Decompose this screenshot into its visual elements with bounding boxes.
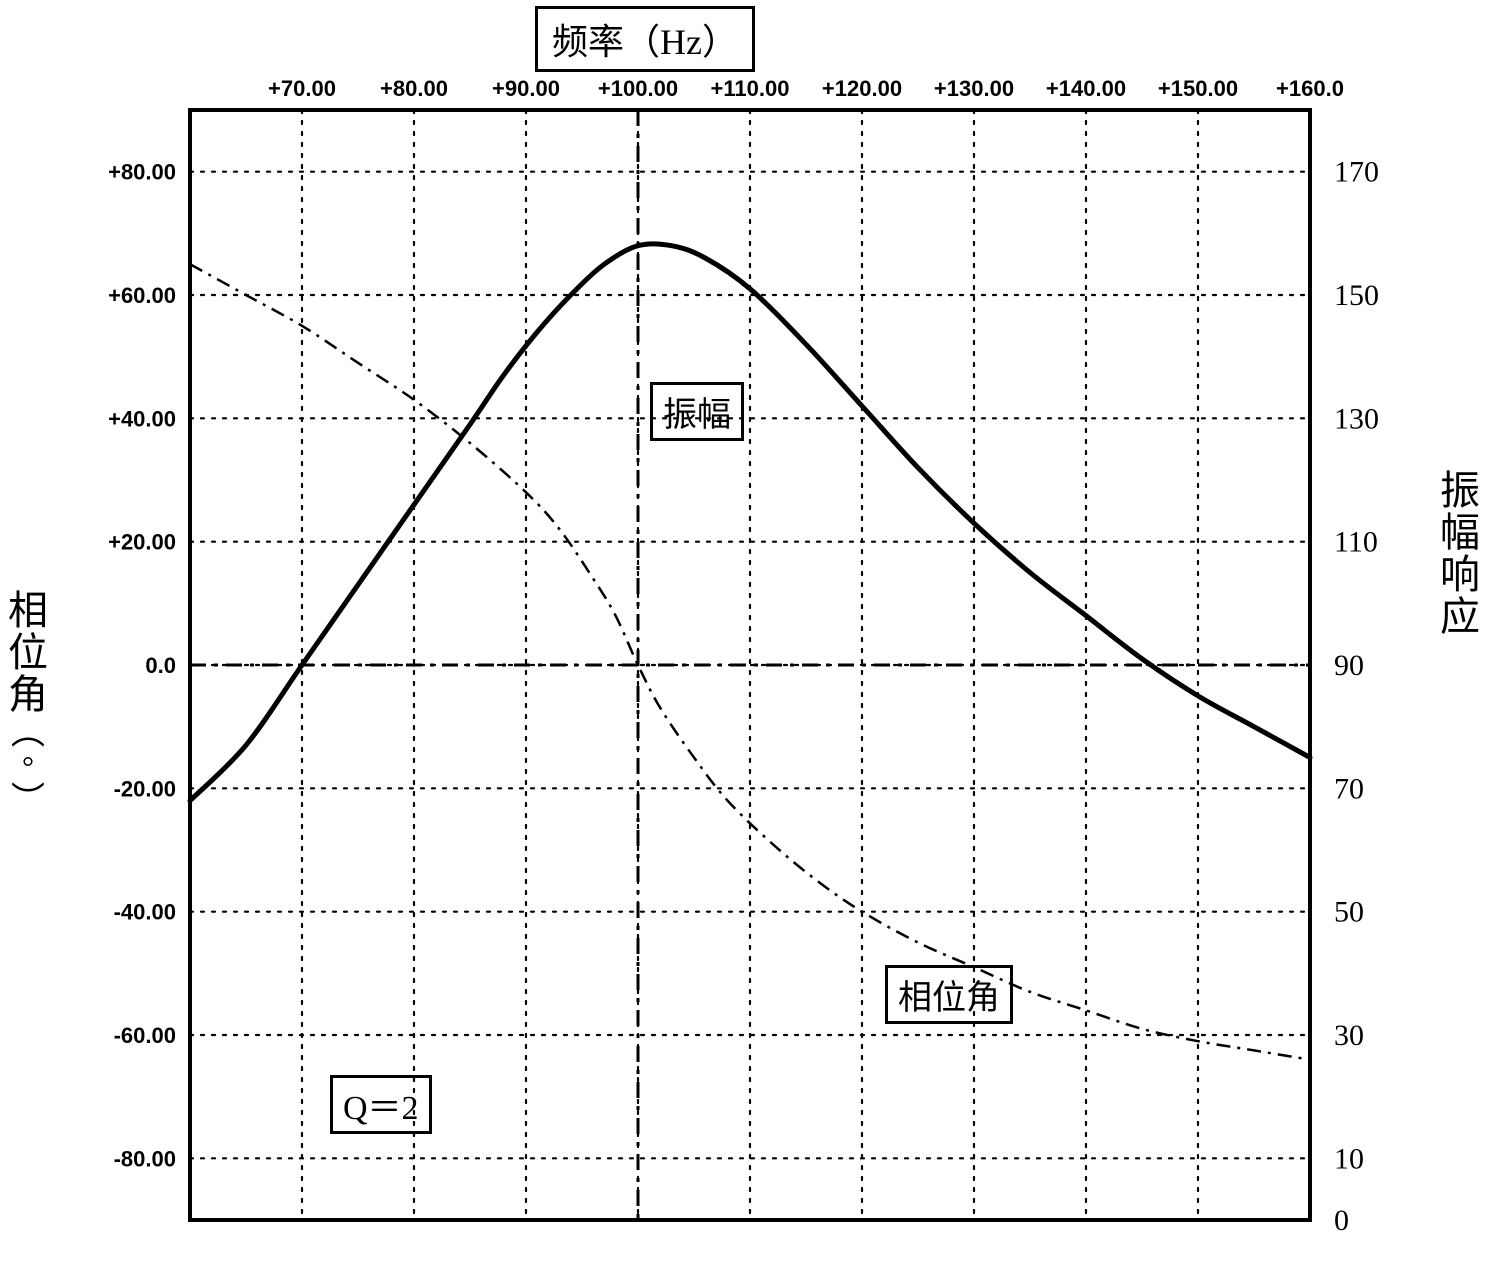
x-tick-label: +120.00 xyxy=(822,76,902,101)
y-left-tick-label: -80.00 xyxy=(114,1146,176,1171)
x-tick-label: +80.00 xyxy=(380,76,448,101)
x-tick-label: +110.00 xyxy=(711,76,790,101)
y-right-tick-label: 170 xyxy=(1334,156,1379,189)
y-left-tick-label: -20.00 xyxy=(114,776,176,801)
y-right-tick-label: 150 xyxy=(1334,279,1379,312)
y-left-tick-label: +80.00 xyxy=(108,160,176,185)
y-right-tick-label: 130 xyxy=(1334,402,1379,435)
x-tick-label: +70.00 xyxy=(268,76,336,101)
y-right-tick-label: 0 xyxy=(1334,1204,1349,1237)
x-tick-label: +100.00 xyxy=(598,76,678,101)
y-left-tick-label: +40.00 xyxy=(108,406,176,431)
resonance-chart: +70.00 +80.00 +90.00 +100.00 +110.00 +120.00 +… xyxy=(0,0,1500,1276)
x-tick-label: +160.0 xyxy=(1276,76,1344,101)
y-left-tick-label: +20.00 xyxy=(108,530,176,555)
x-tick-label: +90.00 xyxy=(492,76,560,101)
x-tick-label: +140.00 xyxy=(1046,76,1126,101)
y-right-tick-label: 50 xyxy=(1334,896,1364,929)
y-left-tick-label: -60.00 xyxy=(114,1023,176,1048)
y-right-tick-label: 110 xyxy=(1334,526,1378,559)
y-left-tick-label: -40.00 xyxy=(114,900,176,925)
y-right-tick-label: 10 xyxy=(1334,1142,1364,1175)
y-left-tick-label: 0.0 xyxy=(145,653,176,678)
x-tick-label: +150.00 xyxy=(1158,76,1238,101)
y-right-tick-label: 30 xyxy=(1334,1019,1364,1052)
y-left-tick-label: +60.00 xyxy=(108,283,176,308)
x-tick-label: +130.00 xyxy=(934,76,1014,101)
y-right-tick-label: 70 xyxy=(1334,772,1364,805)
y-right-tick-label: 90 xyxy=(1334,649,1364,682)
